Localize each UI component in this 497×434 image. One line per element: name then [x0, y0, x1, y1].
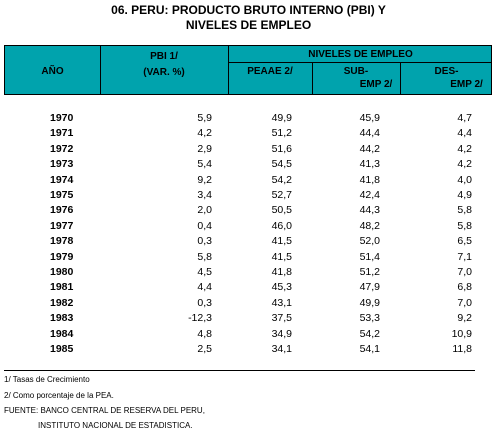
footnote: 2/ Como porcentaje de la PEA. [4, 391, 114, 400]
year-cell: 1972 [50, 142, 74, 155]
value-cell: 54,5 [271, 158, 292, 171]
value-cell: 0,3 [197, 235, 212, 248]
year-cell: 1981 [50, 281, 74, 294]
footnote: FUENTE: BANCO CENTRAL DE RESERVA DEL PER… [4, 406, 205, 415]
value-cell: 45,9 [359, 112, 380, 124]
value-cell: 9,2 [457, 312, 472, 325]
value-cell: 5,4 [197, 158, 212, 171]
value-cell: 51,4 [359, 250, 380, 263]
col-header: SUB- [343, 66, 369, 77]
value-cell: 51,6 [271, 142, 292, 155]
value-cell: 53,3 [359, 312, 380, 325]
col-header: AÑO [41, 66, 64, 77]
value-cell: -12,3 [188, 312, 212, 325]
value-cell: 3,4 [197, 189, 212, 201]
value-cell: 41,3 [359, 158, 380, 171]
value-cell: 41,8 [271, 266, 292, 278]
value-cell: 37,5 [271, 312, 292, 325]
value-cell: 41,5 [271, 235, 292, 248]
value-cell: 44,3 [359, 204, 380, 217]
value-cell: 47,9 [359, 281, 380, 294]
table-header: AÑO PBI 1/ (VAR. %) NIVELES DE EMPLEO PE… [4, 45, 492, 95]
value-cell: 50,5 [271, 204, 292, 217]
year-cell: 1977 [50, 219, 74, 232]
group-header: NIVELES DE EMPLEO [308, 49, 413, 60]
value-cell: 7,1 [457, 250, 472, 263]
value-cell: 54,2 [359, 327, 380, 340]
title-line: 06. PERU: PRODUCTO BRUTO INTERNO (PBI) Y [111, 3, 386, 17]
value-cell: 2,9 [197, 142, 212, 155]
value-cell: 49,9 [359, 296, 380, 309]
value-cell: 9,2 [197, 173, 212, 186]
value-cell: 5,8 [197, 250, 212, 263]
value-cell: 2,5 [197, 343, 212, 355]
value-cell: 34,9 [271, 327, 292, 340]
value-cell: 44,4 [359, 127, 380, 140]
value-cell: 7,0 [457, 296, 472, 309]
footnote: INSTITUTO NACIONAL DE ESTADISTICA. [38, 421, 193, 430]
year-cell: 1971 [50, 127, 74, 140]
value-cell: 42,4 [359, 189, 380, 201]
year-cell: 1976 [50, 204, 74, 217]
col-header: DES- [434, 66, 459, 77]
value-cell: 49,9 [271, 112, 292, 124]
value-cell: 4,4 [457, 127, 472, 140]
value-cell: 7,0 [457, 266, 472, 278]
value-cell: 5,8 [457, 219, 472, 232]
year-cell: 1974 [50, 173, 74, 186]
year-cell: 1975 [50, 189, 74, 201]
year-cell: 1970 [50, 112, 74, 124]
rule [4, 370, 475, 371]
value-cell: 6,5 [457, 235, 472, 248]
value-cell: 6,8 [457, 281, 472, 294]
value-cell: 4,4 [197, 281, 212, 294]
value-cell: 11,8 [452, 343, 472, 355]
footnote: 1/ Tasas de Crecimiento [4, 375, 90, 384]
value-cell: 41,8 [359, 173, 380, 186]
value-cell: 54,2 [271, 173, 292, 186]
year-cell: 1982 [50, 296, 74, 309]
value-cell: 43,1 [271, 296, 292, 309]
value-cell: 4,2 [197, 127, 212, 140]
value-cell: 46,0 [271, 219, 292, 232]
year-cell: 1973 [50, 158, 74, 171]
year-cell: 1980 [50, 266, 74, 278]
year-cell: 1978 [50, 235, 74, 248]
value-cell: 4,0 [457, 173, 472, 186]
year-cell: 1984 [50, 327, 74, 340]
year-cell: 1985 [50, 343, 74, 355]
value-cell: 4,9 [457, 189, 472, 201]
value-cell: 34,1 [271, 343, 292, 355]
value-cell: 4,2 [457, 142, 472, 155]
value-cell: 44,2 [359, 142, 380, 155]
value-cell: 41,5 [271, 250, 292, 263]
col-header: (VAR. %) [143, 67, 185, 78]
value-cell: 2,0 [197, 204, 212, 217]
value-cell: 4,7 [457, 112, 472, 124]
value-cell: 5,9 [197, 112, 212, 124]
value-cell: 4,5 [197, 266, 212, 278]
year-cell: 1979 [50, 250, 74, 263]
value-cell: 10,9 [451, 327, 472, 340]
value-cell: 4,2 [457, 158, 472, 171]
value-cell: 51,2 [271, 127, 292, 140]
col-header: EMP 2/ [450, 79, 483, 90]
title-line: NIVELES DE EMPLEO [185, 18, 312, 32]
value-cell: 52,0 [359, 235, 380, 248]
year-cell: 1983 [50, 312, 74, 325]
value-cell: 5,8 [457, 204, 472, 217]
col-header: PEAAE 2/ [247, 66, 293, 77]
col-header: EMP 2/ [359, 79, 393, 90]
value-cell: 0,3 [197, 296, 212, 309]
value-cell: 4,8 [197, 327, 212, 340]
value-cell: 51,2 [359, 266, 380, 278]
value-cell: 52,7 [271, 189, 292, 201]
value-cell: 54,1 [359, 343, 380, 355]
col-header: PBI 1/ [150, 51, 178, 62]
value-cell: 45,3 [271, 281, 292, 294]
value-cell: 0,4 [197, 219, 212, 232]
value-cell: 48,2 [359, 219, 380, 232]
